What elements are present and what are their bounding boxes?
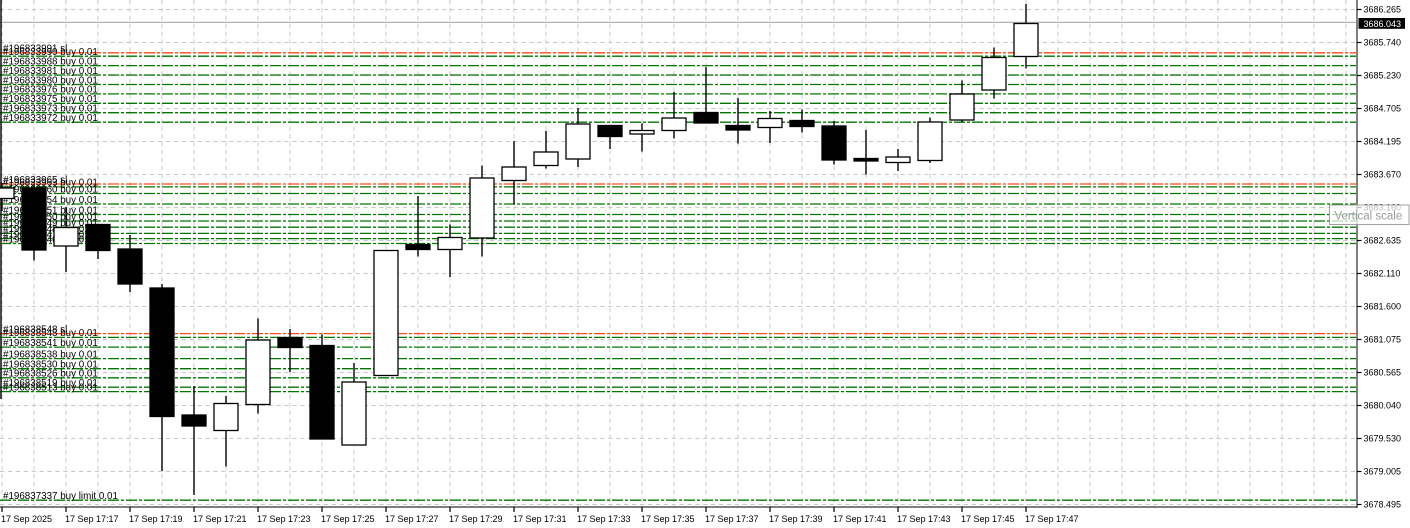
svg-text:3678.495: 3678.495 bbox=[1364, 499, 1402, 509]
svg-text:17 Sep 17:45: 17 Sep 17:45 bbox=[961, 514, 1015, 524]
svg-text:3685.740: 3685.740 bbox=[1364, 37, 1402, 47]
svg-text:17 Sep 17:29: 17 Sep 17:29 bbox=[449, 514, 503, 524]
svg-text:#196833980 buy 0.01: #196833980 buy 0.01 bbox=[3, 75, 98, 86]
svg-text:#196833991 sl: #196833991 sl bbox=[3, 44, 67, 55]
svg-text:#196833950 buy 0.01: #196833950 buy 0.01 bbox=[3, 212, 98, 223]
svg-text:#196833949 buy 0.01: #196833949 buy 0.01 bbox=[3, 218, 98, 229]
svg-text:17 Sep 17:27: 17 Sep 17:27 bbox=[385, 514, 439, 524]
svg-text:#196833960 buy 0.01: #196833960 buy 0.01 bbox=[3, 184, 98, 195]
svg-text:3681.600: 3681.600 bbox=[1364, 301, 1402, 311]
svg-text:#196833946 buy 0.01: #196833946 buy 0.01 bbox=[3, 234, 98, 245]
svg-text:#196838526 buy 0.01: #196838526 buy 0.01 bbox=[3, 369, 98, 380]
svg-text:#196833976 buy 0.01: #196833976 buy 0.01 bbox=[3, 85, 98, 96]
svg-text:Vertical scale: Vertical scale bbox=[1335, 211, 1403, 223]
svg-text:3686.043: 3686.043 bbox=[1364, 19, 1402, 29]
svg-text:3679.005: 3679.005 bbox=[1364, 466, 1402, 476]
svg-text:3685.230: 3685.230 bbox=[1364, 70, 1402, 80]
svg-text:#196838541 buy 0.01: #196838541 buy 0.01 bbox=[3, 338, 98, 349]
svg-text:#196833973 buy 0.01: #196833973 buy 0.01 bbox=[3, 104, 98, 115]
svg-text:#196833975 buy 0.01: #196833975 buy 0.01 bbox=[3, 94, 98, 105]
svg-text:3681.075: 3681.075 bbox=[1364, 334, 1402, 344]
svg-text:#196833990 buy 0.01: #196833990 buy 0.01 bbox=[3, 47, 98, 58]
svg-text:#196833963 buy 0.01: #196833963 buy 0.01 bbox=[3, 178, 98, 189]
svg-text:#196838513 buy 0.01: #196838513 buy 0.01 bbox=[3, 382, 98, 393]
svg-text:#196837337 buy limit 0.01: #196837337 buy limit 0.01 bbox=[3, 491, 118, 502]
svg-text:#196833965 sl: #196833965 sl bbox=[3, 175, 67, 186]
svg-text:#196833947 buy 0.01: #196833947 buy 0.01 bbox=[3, 229, 98, 240]
svg-text:17 Sep 17:23: 17 Sep 17:23 bbox=[257, 514, 311, 524]
svg-text:17 Sep 17:47: 17 Sep 17:47 bbox=[1025, 514, 1079, 524]
svg-text:17 Sep 17:39: 17 Sep 17:39 bbox=[769, 514, 823, 524]
svg-text:17 Sep 17:17: 17 Sep 17:17 bbox=[65, 514, 119, 524]
svg-text:17 Sep 17:31: 17 Sep 17:31 bbox=[513, 514, 567, 524]
svg-text:#196838548 sl: #196838548 sl bbox=[3, 324, 67, 335]
svg-text:#196838548 buy 0.01: #196838548 buy 0.01 bbox=[3, 328, 98, 339]
svg-text:#196838519 buy 0.01: #196838519 buy 0.01 bbox=[3, 378, 98, 389]
svg-text:17 Sep 17:25: 17 Sep 17:25 bbox=[321, 514, 375, 524]
svg-text:3680.565: 3680.565 bbox=[1364, 367, 1402, 377]
svg-text:17 Sep 17:41: 17 Sep 17:41 bbox=[833, 514, 887, 524]
svg-text:#196833951 buy 0.01: #196833951 buy 0.01 bbox=[3, 205, 98, 216]
svg-text:3680.040: 3680.040 bbox=[1364, 400, 1402, 410]
svg-text:17 Sep 17:21: 17 Sep 17:21 bbox=[193, 514, 247, 524]
svg-text:17 Sep 2025: 17 Sep 2025 bbox=[1, 514, 52, 524]
svg-text:17 Sep 17:43: 17 Sep 17:43 bbox=[897, 514, 951, 524]
svg-text:3682.635: 3682.635 bbox=[1364, 235, 1402, 245]
svg-text:17 Sep 17:19: 17 Sep 17:19 bbox=[129, 514, 183, 524]
svg-text:#196833954 buy 0.01: #196833954 buy 0.01 bbox=[3, 195, 98, 206]
svg-text:#196833972 buy 0.01: #196833972 buy 0.01 bbox=[3, 113, 98, 124]
svg-text:17 Sep 17:37: 17 Sep 17:37 bbox=[705, 514, 759, 524]
svg-text:#196833948 buy 0.01: #196833948 buy 0.01 bbox=[3, 224, 98, 235]
svg-text:#196833981 buy 0.01: #196833981 buy 0.01 bbox=[3, 66, 98, 77]
svg-text:#196838538 buy 0.01: #196838538 buy 0.01 bbox=[3, 349, 98, 360]
svg-text:3679.530: 3679.530 bbox=[1364, 433, 1402, 443]
svg-text:#196838530 buy 0.01: #196838530 buy 0.01 bbox=[3, 360, 98, 371]
svg-text:3686.265: 3686.265 bbox=[1364, 4, 1402, 14]
svg-text:3684.705: 3684.705 bbox=[1364, 103, 1402, 113]
svg-text:3683.670: 3683.670 bbox=[1364, 169, 1402, 179]
svg-text:17 Sep 17:35: 17 Sep 17:35 bbox=[641, 514, 695, 524]
svg-text:#196833988 buy 0.01: #196833988 buy 0.01 bbox=[3, 56, 98, 67]
svg-text:17 Sep 17:33: 17 Sep 17:33 bbox=[577, 514, 631, 524]
svg-text:3684.195: 3684.195 bbox=[1364, 136, 1402, 146]
svg-text:3682.110: 3682.110 bbox=[1364, 268, 1401, 278]
